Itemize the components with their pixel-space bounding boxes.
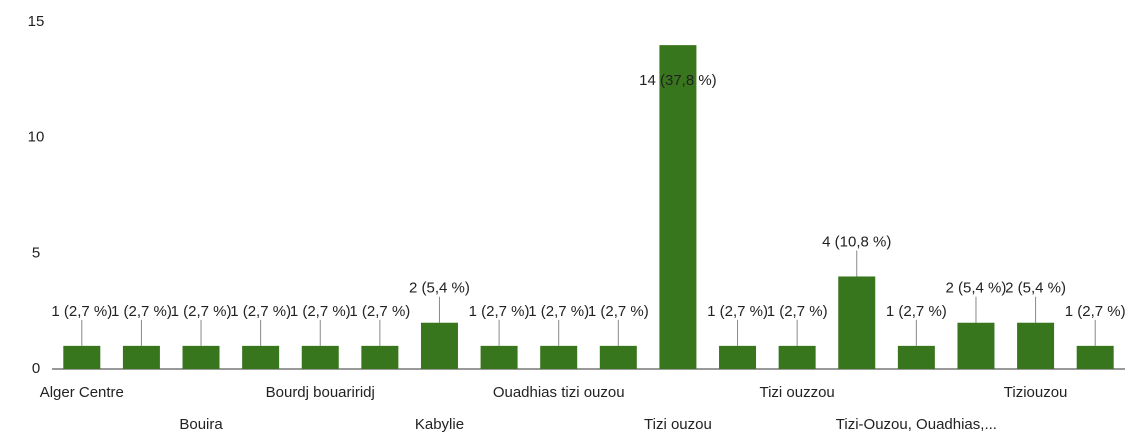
- value-label: 1 (2,7 %): [528, 303, 589, 320]
- bar: [361, 345, 399, 369]
- x-tick-label: Tiziouzou: [1004, 384, 1068, 401]
- x-tick-label: Bouira: [179, 416, 223, 433]
- bar: [420, 322, 458, 369]
- bar: [719, 345, 757, 369]
- value-label: 1 (2,7 %): [111, 303, 172, 320]
- value-label: 1 (2,7 %): [51, 303, 112, 320]
- bar: [1017, 322, 1055, 369]
- value-label: 14 (37,8 %): [639, 72, 717, 89]
- x-tick-label: Ouadhias tizi ouzou: [493, 384, 625, 401]
- x-tick-label: Tizi ouzou: [644, 416, 712, 433]
- y-tick-label: 5: [32, 244, 40, 261]
- value-label: 1 (2,7 %): [230, 303, 291, 320]
- value-label: 1 (2,7 %): [707, 303, 768, 320]
- value-label: 4 (10,8 %): [822, 233, 891, 250]
- x-tick-label: Kabylie: [415, 416, 464, 433]
- bar: [1076, 345, 1114, 369]
- bar: [480, 345, 518, 369]
- x-tick-label: Tizi ouzzou: [759, 384, 834, 401]
- bar: [599, 345, 637, 369]
- value-label: 2 (5,4 %): [1005, 280, 1066, 297]
- bar: [957, 322, 995, 369]
- y-tick-label: 10: [28, 129, 45, 146]
- value-label: 1 (2,7 %): [349, 303, 410, 320]
- bar: [838, 276, 876, 369]
- bar: [897, 345, 935, 369]
- bar: [540, 345, 578, 369]
- value-label: 2 (5,4 %): [946, 280, 1007, 297]
- value-label: 1 (2,7 %): [290, 303, 351, 320]
- bar: [659, 45, 697, 370]
- x-tick-label: Alger Centre: [40, 384, 124, 401]
- value-label: 1 (2,7 %): [171, 303, 232, 320]
- value-label: 1 (2,7 %): [588, 303, 649, 320]
- y-tick-label: 15: [28, 13, 45, 30]
- value-label: 2 (5,4 %): [409, 280, 470, 297]
- bar: [63, 345, 101, 369]
- value-label: 1 (2,7 %): [886, 303, 947, 320]
- x-tick-label: Tizi-Ouzou, Ouadhias,...: [836, 416, 997, 433]
- bar: [122, 345, 160, 369]
- bar: [182, 345, 220, 369]
- value-label: 1 (2,7 %): [767, 303, 828, 320]
- value-label: 1 (2,7 %): [1065, 303, 1126, 320]
- bar: [242, 345, 280, 369]
- y-tick-label: 0: [32, 360, 40, 377]
- bar: [778, 345, 816, 369]
- bar: [301, 345, 339, 369]
- value-label: 1 (2,7 %): [469, 303, 530, 320]
- x-tick-label: Bourdj bouariridj: [266, 384, 375, 401]
